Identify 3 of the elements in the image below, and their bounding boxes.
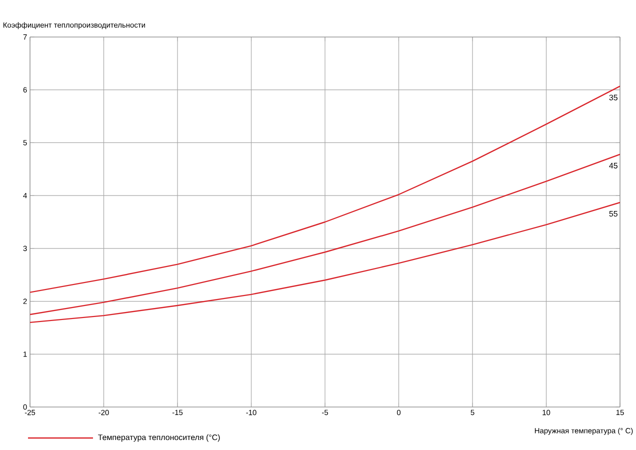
line-series (30, 202, 620, 324)
line-series (30, 154, 620, 316)
line-series (30, 86, 620, 293)
